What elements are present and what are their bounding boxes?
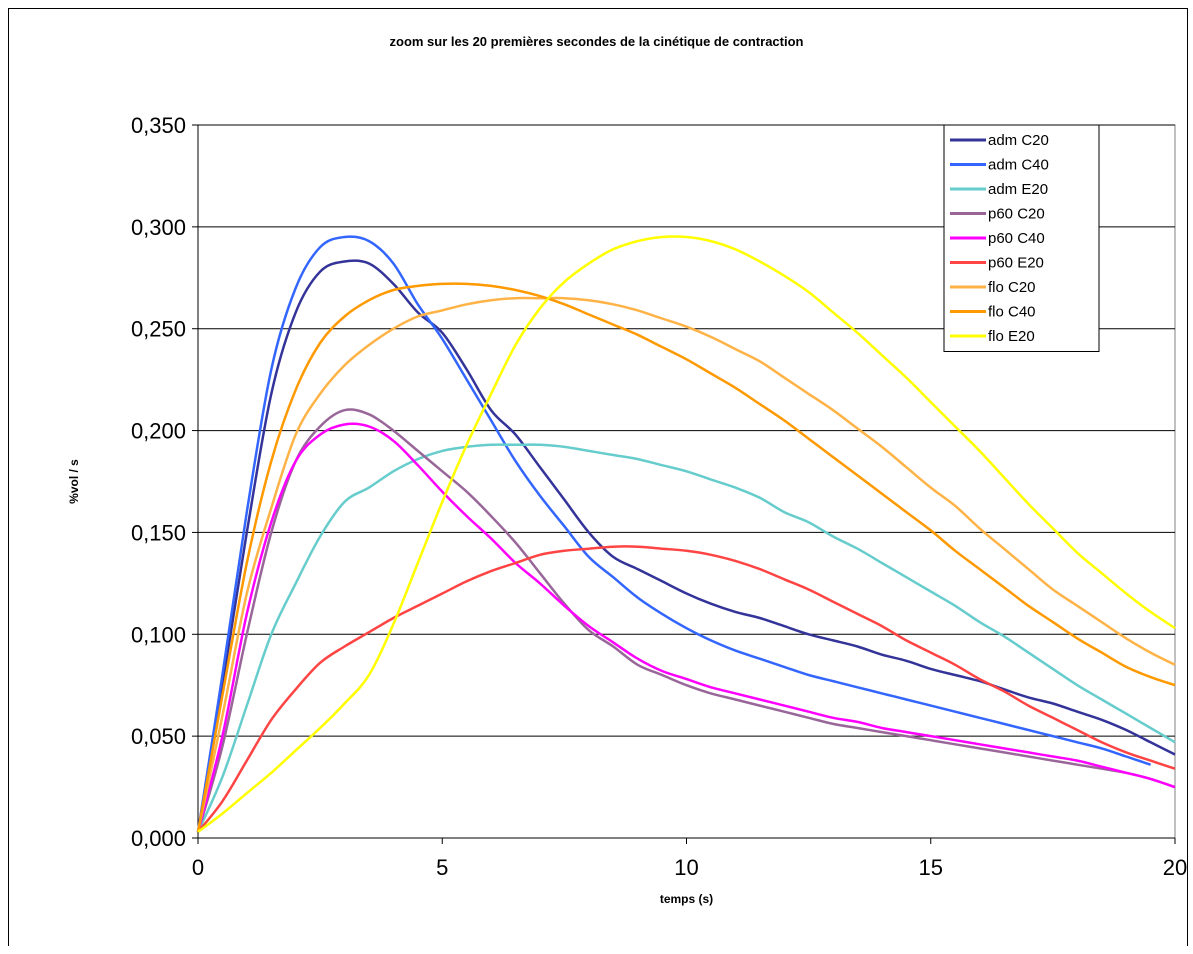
- chart-frame: [8, 8, 1188, 946]
- series-line-p60-c20: [196, 408, 1176, 833]
- y-tick-label: 0,100: [131, 622, 186, 647]
- legend-label: adm C40: [988, 157, 1049, 174]
- series-line-adm-c20: [196, 259, 1176, 833]
- legend-label: flo E20: [988, 328, 1035, 345]
- y-tick-label: 0,050: [131, 724, 186, 749]
- series-line-flo-c20: [196, 296, 1176, 833]
- series-line-p60-c40: [196, 422, 1176, 833]
- legend-label: flo C20: [988, 279, 1036, 296]
- series-line-adm-e20: [196, 443, 1176, 833]
- series-lines: [196, 235, 1176, 833]
- series-line-p60-e20: [197, 545, 1176, 833]
- y-axis-label: %vol / s: [67, 459, 81, 504]
- x-tick-label: 15: [919, 855, 943, 880]
- y-tick-label: 0,150: [131, 520, 186, 545]
- x-tick-label: 0: [192, 855, 204, 880]
- y-tick-label: 0,350: [131, 113, 186, 138]
- legend-label: adm E20: [988, 181, 1048, 198]
- series-line-adm-c40: [196, 235, 1152, 833]
- y-tick-label: 0,200: [131, 419, 186, 444]
- legend-label: p60 C40: [988, 230, 1045, 247]
- series-line-flo-c40: [196, 282, 1176, 833]
- axes: 0,000 0,050 0,100 0,150 0,200 0,250 0,300 0,350…: [131, 113, 1187, 880]
- legend-label: p60 E20: [988, 255, 1044, 272]
- y-tick-label: 0,000: [131, 826, 186, 851]
- series-line-flo-e20: [197, 235, 1176, 833]
- y-tick-label: 0,300: [131, 215, 186, 240]
- legend-label: p60 C20: [988, 206, 1045, 223]
- x-axis-label: temps (s): [660, 892, 713, 906]
- chart-title: zoom sur les 20 premières secondes de la…: [389, 34, 804, 49]
- x-tick-label: 10: [674, 855, 698, 880]
- legend-label: flo C40: [988, 304, 1036, 321]
- x-tick-label: 20: [1163, 855, 1187, 880]
- legend: adm C20 adm C40 adm E20 p60 C20 p60 C40 p60 E…: [943, 124, 1100, 352]
- legend-label: adm C20: [988, 132, 1049, 149]
- y-tick-label: 0,250: [131, 317, 186, 342]
- x-tick-label: 5: [436, 855, 448, 880]
